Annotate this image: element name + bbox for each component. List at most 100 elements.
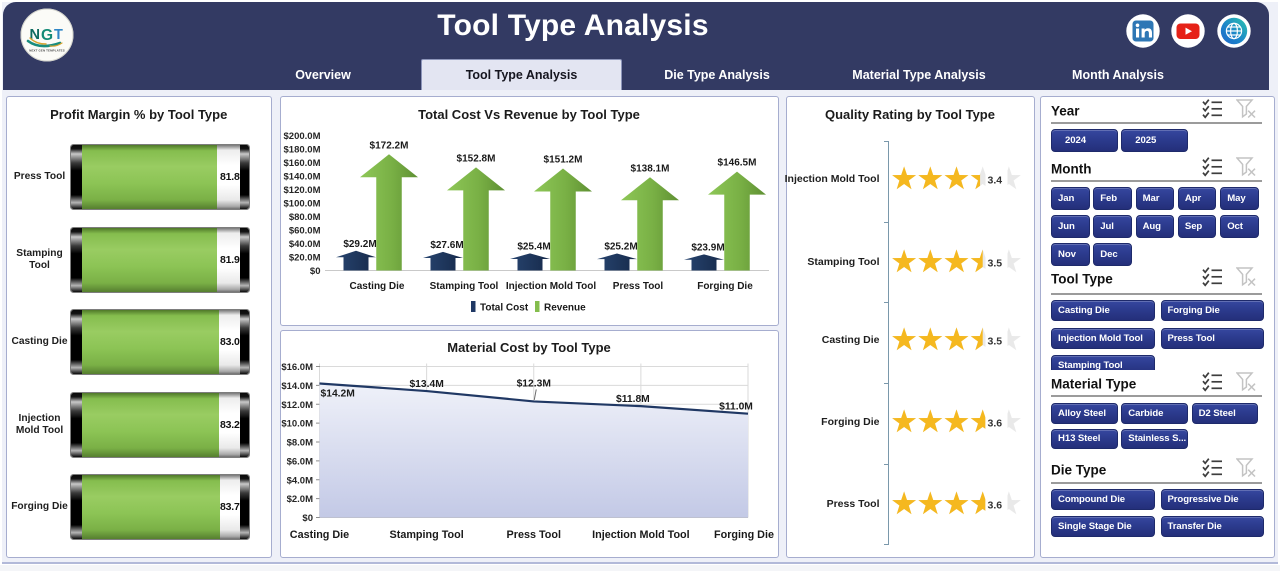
slicer-button[interactable]: Single Stage Die [1051, 515, 1155, 537]
clear-filter-icon[interactable] [1235, 267, 1256, 292]
chart-title-profit-margin: Profit Margin % by Tool Type [50, 107, 228, 122]
slicer-button[interactable]: D2 Steel [1191, 403, 1259, 424]
revenue-label: $146.5M [717, 158, 756, 169]
slicer-button[interactable]: Aug [1135, 215, 1175, 238]
slicer-title: Year [1051, 103, 1080, 119]
y-axis-label: $100.0M [283, 199, 320, 210]
slicer-button[interactable]: 2025 [1121, 128, 1188, 152]
tab-material-type-analysis[interactable]: Material Type Analysis [829, 59, 1009, 90]
arrow-bar [359, 154, 418, 271]
tab-label: Material Type Analysis [852, 67, 986, 82]
slicer-button[interactable]: Stainless S... [1121, 428, 1188, 449]
chart-title-quality-rating: Quality Rating by Tool Type [825, 107, 995, 122]
logo-letter-g: G [41, 27, 53, 44]
slicer-button[interactable]: Oct [1220, 215, 1259, 238]
star-icon-filled [944, 166, 968, 190]
rating-value-bg [985, 166, 1007, 192]
slicer-button[interactable]: May [1220, 187, 1259, 210]
star-icon-filled [944, 409, 968, 433]
slicer-button[interactable]: Press Tool [1160, 327, 1264, 349]
slicer-button[interactable]: H13 Steel [1051, 428, 1118, 449]
rating-axis-tick [883, 141, 889, 142]
clear-filter-icon[interactable] [1235, 99, 1256, 124]
y-axis-label: $4.0M [286, 475, 312, 486]
gauge-cap-right [240, 393, 249, 457]
logo-subtext: NEXT GEN TEMPLATES [29, 49, 65, 53]
gauge-fill [82, 310, 219, 374]
revenue-label: $152.8M [456, 153, 495, 164]
rating-axis-tick [883, 221, 889, 223]
star-icon-filled [891, 327, 916, 351]
gauge-fill [82, 475, 221, 539]
slicer-header-icons [1202, 267, 1256, 292]
x-axis-category: Injection Mold Tool [592, 529, 690, 541]
star-rating: 3.6 [891, 409, 1021, 435]
slicer-header-icons [1202, 99, 1256, 124]
star-icon-filled [917, 409, 942, 433]
tab-die-type-analysis[interactable]: Die Type Analysis [637, 59, 797, 90]
star-icon-filled [944, 248, 968, 272]
multi-select-icon[interactable] [1202, 458, 1223, 483]
tab-month-analysis[interactable]: Month Analysis [1038, 59, 1198, 90]
rating-axis-tick [883, 383, 889, 385]
slicer-button[interactable]: Dec [1093, 243, 1132, 266]
multi-select-icon[interactable] [1202, 99, 1223, 124]
slicer-button[interactable]: Forging Die [1160, 300, 1264, 321]
slicer-button[interactable]: Progressive Die [1160, 489, 1264, 510]
slicer-button[interactable]: Jan [1051, 187, 1090, 210]
rating-row-label: Press Tool [826, 498, 880, 510]
slicer-items: Casting Die Forging Die Injection Mold Too… [1041, 97, 1274, 370]
gauge-cap-left [71, 475, 82, 539]
arrow-bar [596, 253, 637, 271]
gauge-fill [82, 393, 220, 457]
legend: Total Cost Revenue [470, 301, 586, 314]
multi-select-icon[interactable] [1202, 157, 1223, 182]
slicer-button[interactable]: Sep [1177, 215, 1217, 238]
rating-value-bg [985, 409, 1007, 435]
slicer-button[interactable]: Feb [1093, 187, 1132, 210]
y-axis-label: $80.0M [288, 212, 320, 223]
header: N G T NEXT GEN TEMPLATES Tool Type Analy… [3, 2, 1269, 90]
y-axis-label: $14.0M [281, 380, 313, 391]
slicer-button[interactable]: Stamping Tool [1051, 355, 1155, 370]
clear-filter-icon[interactable] [1235, 458, 1256, 483]
star-icon-filled [970, 248, 983, 272]
star-icon-filled [917, 491, 942, 515]
star-icon-filled [917, 327, 942, 351]
slicer-button[interactable]: Carbide [1121, 403, 1188, 424]
slicer-button[interactable]: Mar [1135, 187, 1175, 210]
slicer-button[interactable]: Casting Die [1051, 300, 1155, 321]
slicer-button[interactable]: Alloy Steel [1051, 403, 1118, 424]
globe-icon[interactable] [1217, 14, 1251, 48]
multi-select-icon[interactable] [1202, 267, 1223, 292]
slicer-button[interactable]: Compound Die [1051, 489, 1155, 510]
star-icon-filled [917, 248, 942, 272]
star-icon-empty [996, 491, 1021, 515]
area-fill [319, 382, 748, 517]
clear-filter-icon[interactable] [1235, 157, 1256, 182]
total-cost-label: $25.2M [604, 241, 637, 252]
tab-overview[interactable]: Overview [243, 59, 403, 90]
slicer-header-icons [1202, 458, 1256, 483]
youtube-icon[interactable] [1171, 14, 1205, 48]
star-rating: 3.5 [891, 327, 1021, 353]
clear-filter-icon[interactable] [1235, 372, 1256, 397]
multi-select-icon[interactable] [1202, 372, 1223, 397]
y-axis-label: $16.0M [281, 362, 313, 373]
gauge-bar [71, 228, 249, 292]
slicer-button[interactable]: Transfer Die [1160, 515, 1264, 537]
slicer-button[interactable]: Nov [1051, 243, 1090, 266]
x-axis-category: Casting Die [289, 529, 348, 541]
y-axis-label: $180.0M [283, 145, 320, 156]
ngt-logo: N G T NEXT GEN TEMPLATES [20, 8, 74, 62]
slicer-button[interactable]: Jul [1093, 215, 1132, 238]
slicer-button[interactable]: Injection Mold Tool [1051, 327, 1155, 349]
gauge-cap-left [71, 228, 82, 292]
slicer-button[interactable]: 2024 [1051, 128, 1118, 152]
linkedin-icon[interactable] [1126, 14, 1160, 48]
slicer-button[interactable]: Apr [1177, 187, 1217, 210]
star-icon-filled [891, 491, 916, 515]
slicer-button[interactable]: Jun [1051, 215, 1090, 238]
rating-value: 3.5 [987, 257, 1002, 269]
tab-tool-type-analysis[interactable]: Tool Type Analysis [421, 59, 622, 90]
